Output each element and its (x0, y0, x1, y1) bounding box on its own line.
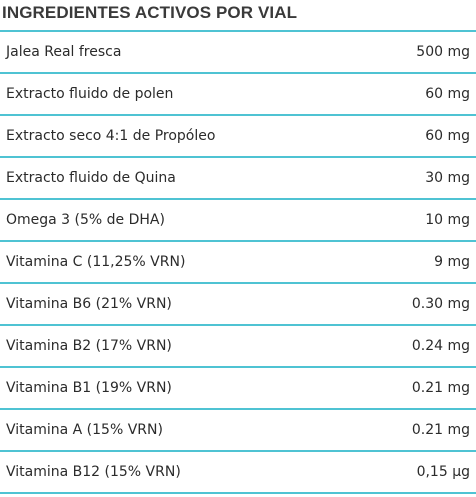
table-row: Vitamina A (15% VRN) 0.21 mg (0, 410, 476, 452)
table-row: Extracto fluido de Quina 30 mg (0, 158, 476, 200)
table-row: Vitamina C (11,25% VRN) 9 mg (0, 242, 476, 284)
table-row: Extracto seco 4:1 de Propóleo 60 mg (0, 116, 476, 158)
table-row: Vitamina B6 (21% VRN) 0.30 mg (0, 284, 476, 326)
ingredient-name: Jalea Real fresca (6, 44, 122, 60)
table-row: Omega 3 (5% de DHA) 10 mg (0, 200, 476, 242)
ingredient-amount: 0.21 mg (411, 380, 470, 396)
table-row: Jalea Real fresca 500 mg (0, 32, 476, 74)
ingredient-name: Vitamina B12 (15% VRN) (6, 464, 181, 480)
ingredient-amount: 500 mg (416, 44, 470, 60)
ingredient-amount: 10 mg (425, 212, 470, 228)
ingredient-name: Extracto fluido de polen (6, 86, 174, 102)
ingredient-name: Extracto seco 4:1 de Propóleo (6, 128, 216, 144)
table-row: Vitamina B12 (15% VRN) 0,15 µg (0, 452, 476, 494)
ingredients-table: Jalea Real fresca 500 mg Extracto fluido… (0, 30, 476, 494)
ingredient-amount: 60 mg (425, 86, 470, 102)
ingredient-name: Vitamina C (11,25% VRN) (6, 254, 186, 270)
ingredient-amount: 9 mg (434, 254, 470, 270)
table-row: Extracto fluido de polen 60 mg (0, 74, 476, 116)
ingredient-amount: 0.24 mg (411, 338, 470, 354)
ingredient-name: Extracto fluido de Quina (6, 170, 176, 186)
ingredient-amount: 60 mg (425, 128, 470, 144)
ingredient-amount: 0.30 mg (411, 296, 470, 312)
ingredient-name: Vitamina B6 (21% VRN) (6, 296, 172, 312)
ingredient-name: Omega 3 (5% de DHA) (6, 212, 165, 228)
ingredient-name: Vitamina A (15% VRN) (6, 422, 163, 438)
ingredient-name: Vitamina B1 (19% VRN) (6, 380, 172, 396)
ingredient-amount: 30 mg (425, 170, 470, 186)
table-row: Vitamina B1 (19% VRN) 0.21 mg (0, 368, 476, 410)
table-title: INGREDIENTES ACTIVOS POR VIAL (2, 3, 298, 22)
table-row: Vitamina B2 (17% VRN) 0.24 mg (0, 326, 476, 368)
ingredient-amount: 0.21 mg (411, 422, 470, 438)
ingredient-amount: 0,15 µg (416, 464, 470, 480)
ingredient-name: Vitamina B2 (17% VRN) (6, 338, 172, 354)
